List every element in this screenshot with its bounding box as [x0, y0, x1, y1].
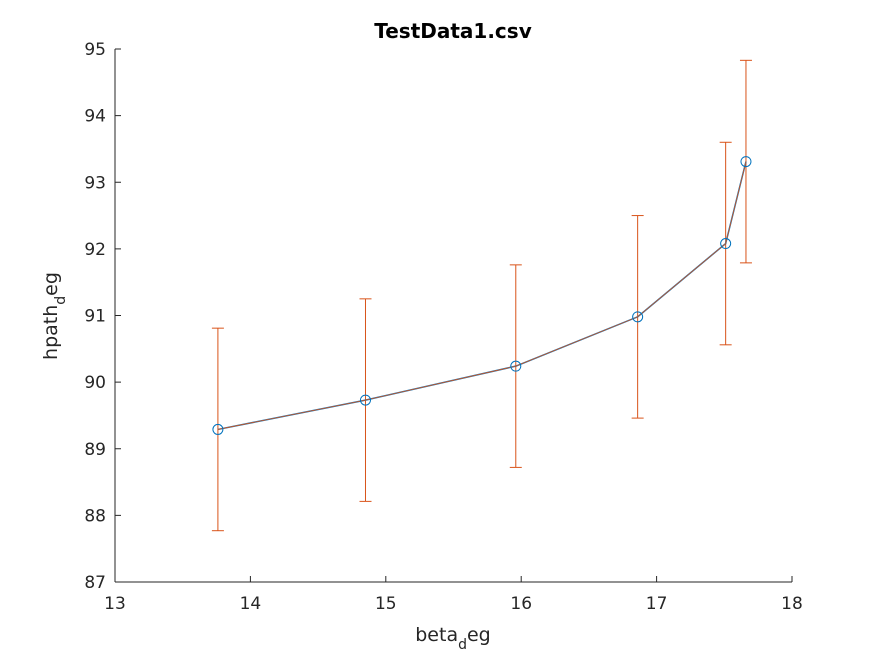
y-tick-label: 92: [84, 240, 106, 260]
y-tick-label: 90: [84, 373, 106, 393]
x-axis-label-tail: eg: [467, 624, 491, 646]
series-line: [217, 161, 747, 431]
x-tick-label: 14: [240, 594, 262, 614]
x-tick-label: 17: [646, 594, 668, 614]
data-point: [632, 311, 644, 323]
y-tick-label: 94: [84, 107, 106, 127]
x-tick-label: 16: [510, 594, 532, 614]
y-axis-label-sub: d: [53, 296, 69, 305]
y-tick-label: 95: [84, 40, 106, 60]
y-axis-ticks: 87 88 89 90 91 92 93 94 95: [84, 40, 121, 593]
data-point: [720, 238, 732, 250]
y-tick-label: 93: [84, 173, 106, 193]
x-axis-label-base: beta: [415, 624, 458, 646]
x-tick-label: 18: [781, 594, 803, 614]
y-axis-label-base: hpath: [40, 305, 62, 360]
error-bars: [211, 59, 752, 532]
x-axis-label-sub: d: [458, 637, 467, 653]
y-tick-label: 89: [84, 440, 106, 460]
data-markers: [212, 156, 752, 435]
data-point: [510, 360, 522, 372]
y-axis-label-tail: eg: [40, 272, 62, 296]
y-axis-label: hpathdeg: [40, 272, 69, 360]
x-tick-label: 13: [104, 594, 126, 614]
y-tick-label: 91: [84, 307, 106, 327]
y-tick-label: 88: [84, 506, 106, 526]
data-point: [740, 156, 752, 168]
chart-title: TestData1.csv: [374, 19, 531, 43]
data-series: [217, 161, 747, 431]
errorbar-series-line: [217, 161, 747, 430]
x-axis-label: betadeg: [415, 624, 490, 653]
y-tick-label: 87: [84, 573, 106, 593]
x-axis-ticks: 13 14 15 16 17 18: [104, 576, 803, 614]
x-tick-label: 15: [375, 594, 397, 614]
data-point: [359, 394, 371, 406]
axes: [114, 49, 792, 583]
data-point: [212, 423, 224, 435]
